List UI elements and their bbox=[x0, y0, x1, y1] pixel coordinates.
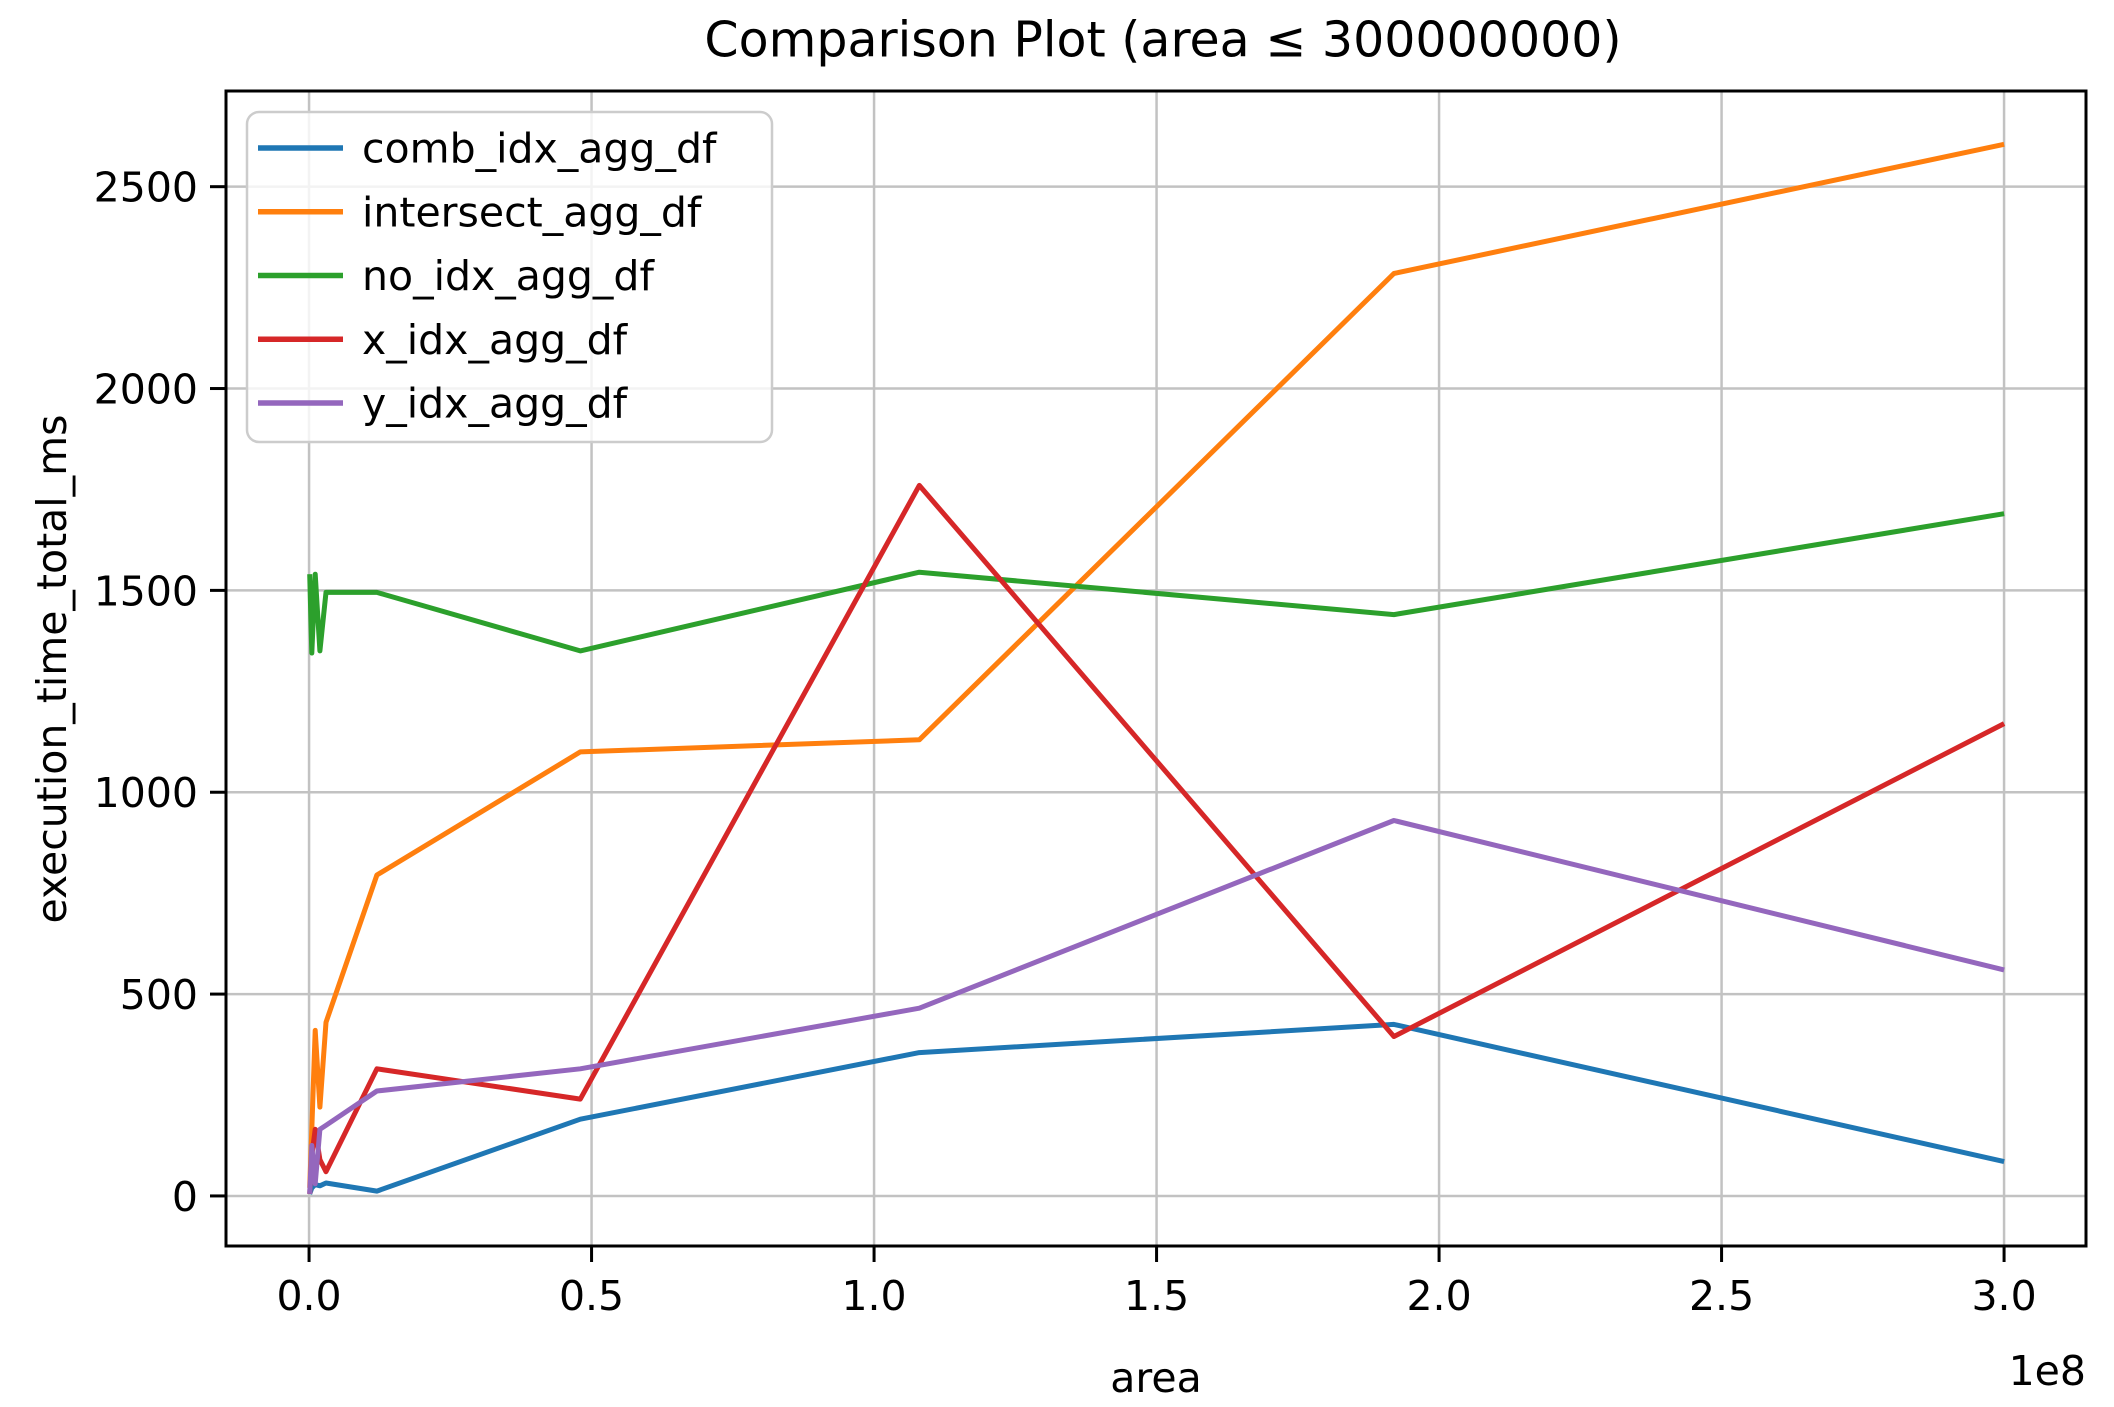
legend-label: no_idx_agg_df bbox=[362, 252, 655, 300]
chart-title: Comparison Plot (area ≤ 300000000) bbox=[704, 11, 1622, 69]
series-line-intersect_agg_df bbox=[307, 141, 2005, 1188]
y-tick-label: 500 bbox=[120, 971, 198, 1019]
series-lines bbox=[307, 141, 2006, 1195]
y-axis-label: execution_time_total_ms bbox=[28, 414, 76, 924]
y-tick-label: 0 bbox=[172, 1173, 198, 1221]
y-tick-label: 2500 bbox=[94, 164, 198, 212]
x-axis-ticks: 0.0 0.5 1.0 1.5 2.0 2.5 3.0 bbox=[276, 1246, 2037, 1320]
x-tick-label: 3.0 bbox=[1971, 1272, 2036, 1320]
legend-label: comb_idx_agg_df bbox=[362, 125, 718, 173]
x-axis-offset-label: 1e8 bbox=[2008, 1347, 2086, 1395]
legend-label: intersect_agg_df bbox=[362, 188, 703, 236]
series-line-comb_idx_agg_df bbox=[307, 1021, 2005, 1195]
x-tick-label: 0.0 bbox=[276, 1272, 341, 1320]
x-tick-label: 1.5 bbox=[1124, 1272, 1189, 1320]
legend: comb_idx_agg_df intersect_agg_df no_idx_ag… bbox=[245, 110, 774, 444]
series-line-y_idx_agg_df bbox=[307, 818, 2005, 1195]
legend-item-y_idx_agg_df: y_idx_agg_df bbox=[258, 380, 629, 428]
x-tick-label: 2.0 bbox=[1406, 1272, 1471, 1320]
legend-label: x_idx_agg_df bbox=[362, 316, 629, 364]
legend-box bbox=[245, 110, 774, 444]
y-tick-label: 1500 bbox=[94, 567, 198, 615]
series-line-no_idx_agg_df bbox=[307, 511, 2005, 656]
legend-label: y_idx_agg_df bbox=[362, 380, 629, 428]
y-axis-ticks: 0 500 1000 1500 2000 2500 bbox=[94, 164, 226, 1221]
legend-item-no_idx_agg_df: no_idx_agg_df bbox=[258, 252, 655, 300]
x-tick-label: 1.0 bbox=[841, 1272, 906, 1320]
legend-item-comb_idx_agg_df: comb_idx_agg_df bbox=[258, 125, 718, 173]
legend-item-intersect_agg_df: intersect_agg_df bbox=[258, 188, 703, 236]
legend-item-x_idx_agg_df: x_idx_agg_df bbox=[258, 316, 629, 364]
x-tick-label: 0.5 bbox=[559, 1272, 624, 1320]
x-axis-label: area bbox=[1110, 1354, 1202, 1402]
y-tick-label: 2000 bbox=[94, 366, 198, 414]
y-tick-label: 1000 bbox=[94, 769, 198, 817]
series-line-x_idx_agg_df bbox=[307, 482, 2006, 1195]
x-tick-label: 2.5 bbox=[1689, 1272, 1754, 1320]
